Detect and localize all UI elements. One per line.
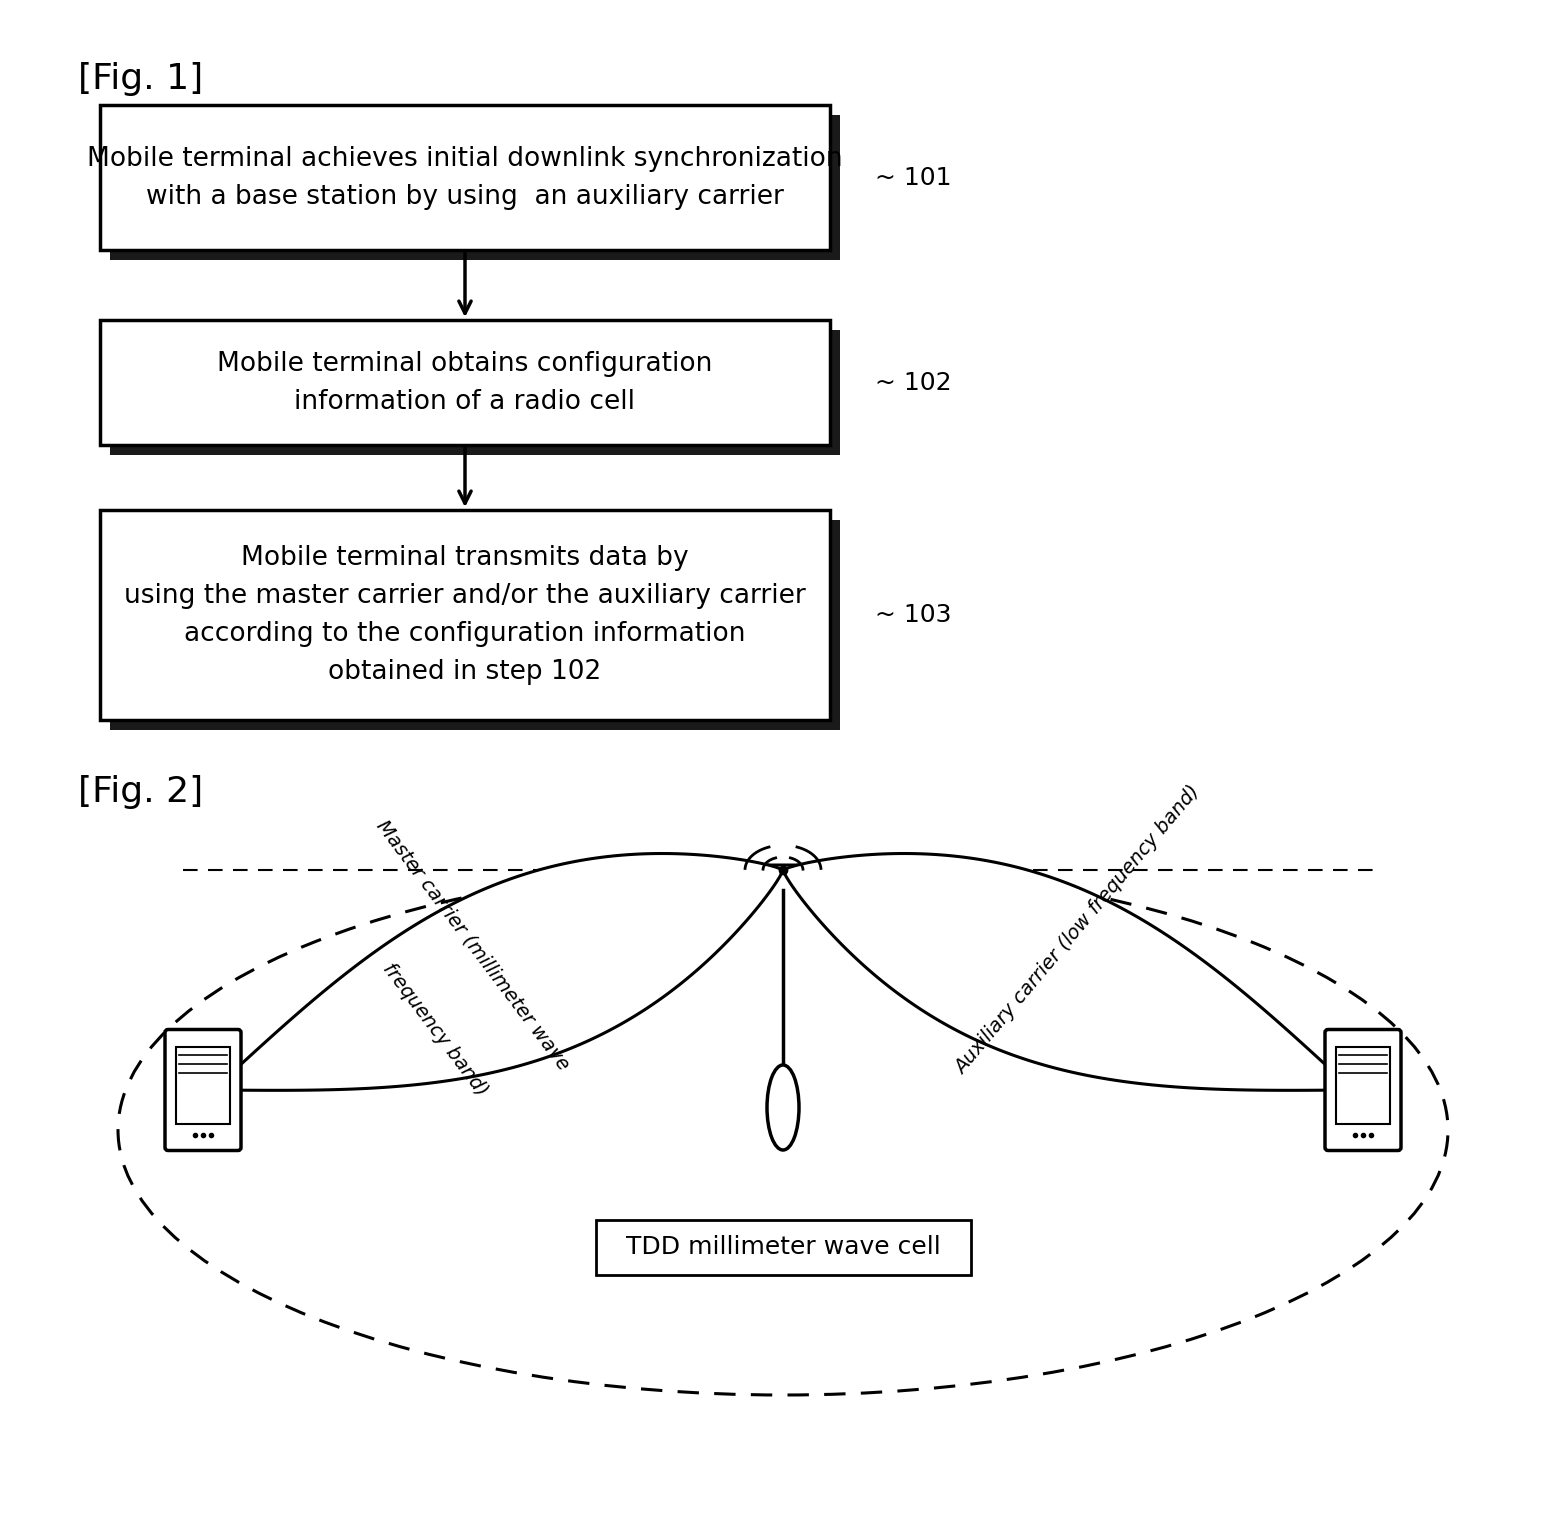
Bar: [1336, 1046, 1391, 1124]
Text: Mobile terminal achieves initial downlink synchronization
with a base station by: Mobile terminal achieves initial downlin…: [88, 146, 843, 210]
Bar: [100, 105, 830, 250]
Text: Master carrier (millimeter wave: Master carrier (millimeter wave: [373, 816, 573, 1074]
Bar: [110, 330, 839, 455]
Ellipse shape: [767, 1065, 799, 1150]
Text: Mobile terminal obtains configuration
information of a radio cell: Mobile terminal obtains configuration in…: [218, 350, 713, 414]
Bar: [100, 510, 830, 720]
Bar: [110, 116, 839, 260]
Bar: [110, 519, 839, 730]
Bar: [595, 1220, 971, 1275]
Text: TDD millimeter wave cell: TDD millimeter wave cell: [626, 1235, 940, 1260]
Text: ~ 102: ~ 102: [875, 370, 952, 394]
Text: ~ 101: ~ 101: [875, 166, 952, 189]
Text: Auxiliary carrier (low frequency band): Auxiliary carrier (low frequency band): [952, 783, 1204, 1078]
Text: [Fig. 1]: [Fig. 1]: [78, 62, 204, 96]
FancyBboxPatch shape: [1325, 1030, 1402, 1150]
Text: frequency band): frequency band): [379, 959, 492, 1100]
Text: ~ 103: ~ 103: [875, 603, 952, 627]
Bar: [100, 320, 830, 445]
Polygon shape: [783, 853, 1353, 1090]
Text: [Fig. 2]: [Fig. 2]: [78, 775, 204, 809]
Polygon shape: [213, 853, 783, 1090]
FancyBboxPatch shape: [164, 1030, 241, 1150]
Text: Mobile terminal transmits data by
using the master carrier and/or the auxiliary : Mobile terminal transmits data by using …: [124, 545, 806, 685]
Bar: [175, 1046, 230, 1124]
